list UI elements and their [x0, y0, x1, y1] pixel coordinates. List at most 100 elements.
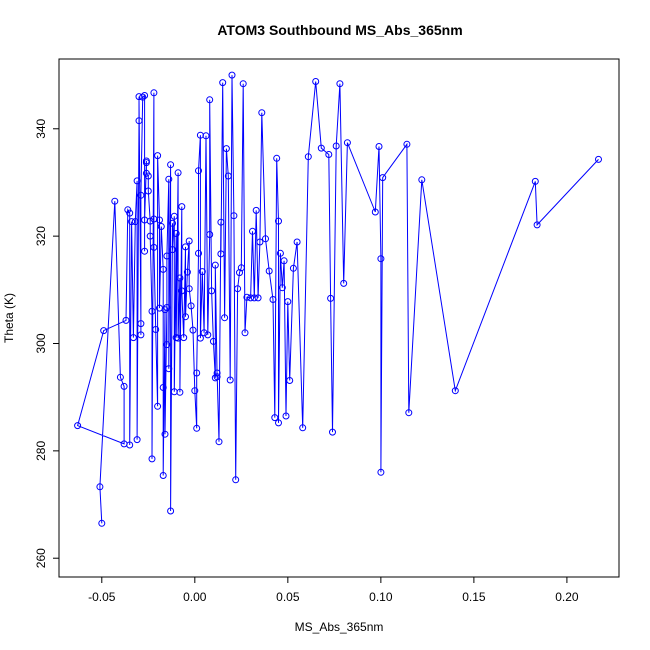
data-point	[148, 455, 156, 463]
data-point	[141, 247, 149, 255]
data-point	[169, 219, 176, 227]
data-point	[128, 218, 136, 226]
data-point	[250, 294, 258, 302]
data-point	[111, 197, 119, 205]
y-tick-label: 340	[34, 118, 48, 138]
data-point	[239, 80, 247, 88]
data-point	[282, 412, 290, 420]
data-point	[176, 274, 184, 282]
data-point	[217, 250, 225, 258]
data-point	[329, 428, 336, 436]
data-point	[182, 243, 189, 251]
data-point	[126, 209, 134, 217]
data-point	[129, 334, 137, 342]
data-point	[163, 304, 171, 311]
y-tick-label: 320	[34, 226, 48, 246]
data-point	[174, 169, 182, 177]
data-point	[198, 268, 206, 276]
y-axis-label: Theta (K)	[2, 293, 16, 343]
data-point	[275, 419, 282, 427]
data-point	[178, 203, 186, 211]
data-point	[195, 249, 202, 257]
data-point	[221, 314, 229, 322]
data-point	[379, 174, 387, 182]
plot-frame	[58, 58, 620, 578]
data-point	[247, 294, 255, 302]
series-layer	[74, 71, 602, 527]
data-point	[193, 369, 201, 377]
data-point	[142, 157, 150, 165]
data-point	[418, 176, 426, 184]
data-point	[195, 167, 202, 175]
y-tick-label: 260	[34, 548, 48, 568]
data-point	[98, 519, 106, 527]
data-point	[133, 177, 141, 185]
data-point	[161, 430, 169, 438]
data-point	[204, 331, 212, 339]
data-point	[150, 243, 158, 251]
data-point	[289, 264, 297, 272]
x-axis: -0.05 0.00 0.05 0.10 0.15 0.20	[88, 576, 579, 604]
data-point	[167, 161, 175, 169]
data-point	[265, 267, 273, 275]
data-point	[206, 231, 214, 238]
data-point	[377, 255, 385, 263]
data-point	[405, 409, 413, 417]
data-point	[252, 206, 260, 214]
data-point	[234, 285, 242, 293]
data-point	[241, 329, 249, 337]
data-point	[269, 296, 277, 303]
data-point	[258, 109, 266, 117]
data-point	[211, 261, 219, 269]
data-point	[222, 145, 230, 153]
data-point	[187, 302, 195, 310]
data-point	[375, 143, 383, 150]
data-point	[209, 337, 217, 345]
data-point	[185, 237, 193, 245]
x-tick-label: 0.05	[276, 590, 300, 604]
x-tick-label: 0.00	[183, 590, 207, 604]
x-tick-label: 0.15	[462, 590, 486, 604]
data-point	[170, 212, 178, 220]
data-point	[116, 373, 124, 381]
data-point	[217, 218, 225, 226]
data-point	[133, 436, 141, 444]
data-point	[262, 235, 269, 243]
data-point	[280, 257, 288, 265]
data-point	[208, 287, 216, 295]
data-point	[163, 341, 171, 349]
data-point	[185, 285, 193, 293]
data-point	[531, 177, 539, 185]
data-point	[176, 388, 184, 396]
data-point	[159, 265, 167, 273]
data-point	[254, 294, 262, 302]
data-point	[137, 191, 145, 199]
data-point	[74, 422, 82, 430]
data-point	[284, 298, 292, 306]
data-point	[122, 316, 130, 324]
data-point	[167, 507, 175, 515]
data-point	[163, 252, 171, 260]
x-tick-label: 0.20	[555, 590, 579, 604]
data-point	[157, 223, 165, 230]
data-point	[161, 306, 169, 314]
data-point	[293, 238, 301, 246]
data-point	[156, 216, 163, 224]
data-point	[224, 172, 232, 180]
data-point	[249, 227, 256, 235]
data-point	[144, 172, 152, 180]
data-point	[131, 218, 139, 226]
data-point	[273, 154, 281, 162]
data-point	[312, 78, 320, 85]
data-point	[165, 365, 173, 373]
data-point	[139, 93, 147, 101]
data-point	[178, 287, 186, 295]
data-point	[219, 79, 227, 87]
data-point	[243, 293, 251, 301]
data-point	[213, 373, 221, 381]
series-line	[76, 75, 599, 524]
data-point	[152, 326, 160, 333]
data-point	[276, 249, 284, 257]
